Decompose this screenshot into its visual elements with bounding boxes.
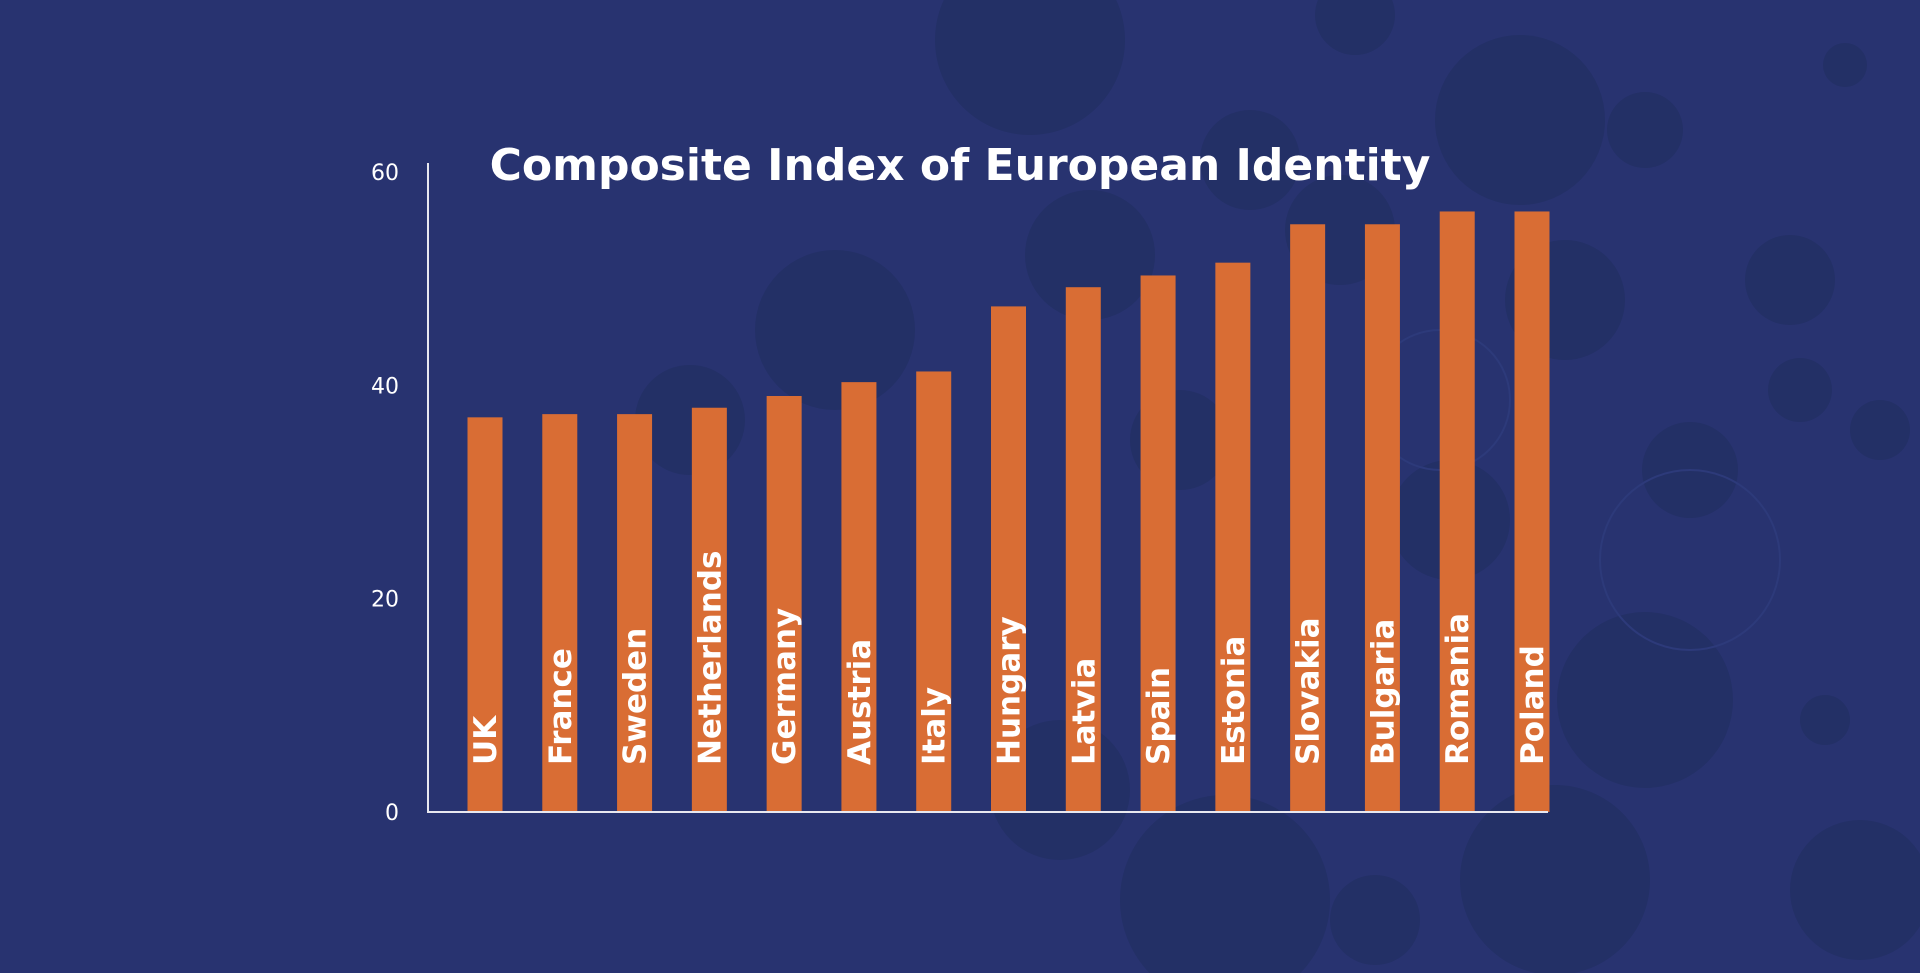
bar-label-romania: Romania	[1440, 613, 1476, 765]
bar-label-poland: Poland	[1515, 645, 1551, 765]
bar-italy	[916, 371, 952, 812]
bar-germany	[766, 396, 802, 812]
bar-label-sweden: Sweden	[618, 628, 654, 765]
bubble-decoration	[1599, 469, 1781, 651]
bar-spain	[1140, 275, 1176, 812]
bubble-decoration	[1800, 695, 1850, 745]
bubble-decoration	[1850, 400, 1910, 460]
bubble-decoration	[1607, 92, 1683, 168]
bar-label-netherlands: Netherlands	[692, 551, 728, 765]
bubble-decoration	[1435, 35, 1605, 205]
bubble-decoration	[1460, 785, 1650, 973]
bar-hungary	[991, 306, 1026, 812]
bar-poland	[1514, 211, 1550, 812]
bubble-decoration	[1790, 820, 1920, 960]
bubble-decoration	[1330, 875, 1420, 965]
bubble-decoration	[935, 0, 1125, 135]
y-tick-label: 60	[371, 161, 399, 186]
bar-austria	[841, 382, 877, 812]
bar-label-austria: Austria	[842, 639, 878, 765]
bar-label-france: France	[543, 648, 579, 765]
bubble-decoration	[1315, 0, 1395, 55]
bubble-decoration	[1745, 235, 1835, 325]
y-tick-label: 0	[385, 801, 399, 826]
chart-layer: Composite Index of European Identity 0 20 4…	[371, 140, 1551, 826]
bar-label-germany: Germany	[767, 608, 803, 765]
chart-title: Composite Index of European Identity	[490, 140, 1431, 191]
bubble-decoration	[1823, 43, 1867, 87]
bubble-decoration	[1025, 190, 1155, 320]
bar-label-latvia: Latvia	[1066, 658, 1102, 765]
bar-label-slovakia: Slovakia	[1291, 617, 1327, 765]
bubble-decoration	[1200, 110, 1300, 210]
bubble-decoration	[1557, 612, 1733, 788]
bar-latvia	[1065, 287, 1101, 812]
bar-label-hungary: Hungary	[992, 616, 1028, 765]
bar-label-italy: Italy	[917, 687, 953, 765]
bar-france	[542, 414, 578, 812]
bar-estonia	[1215, 262, 1251, 813]
bar-uk	[467, 417, 503, 812]
bar-slovakia	[1290, 224, 1326, 812]
bar-label-spain: Spain	[1141, 667, 1177, 765]
y-tick-label: 40	[371, 374, 399, 399]
bar-sweden	[617, 414, 653, 812]
y-tick-label: 20	[371, 588, 399, 613]
bar-netherlands	[691, 407, 727, 812]
bubble-decoration	[755, 250, 915, 410]
bar-label-bulgaria: Bulgaria	[1365, 619, 1401, 765]
bar-label-estonia: Estonia	[1216, 636, 1252, 765]
bubble-decoration	[1768, 358, 1832, 422]
bubble-decoration	[1120, 795, 1330, 973]
bar-label-uk: UK	[468, 715, 504, 765]
bar-bulgaria	[1364, 224, 1400, 812]
bar-romania	[1439, 211, 1475, 812]
